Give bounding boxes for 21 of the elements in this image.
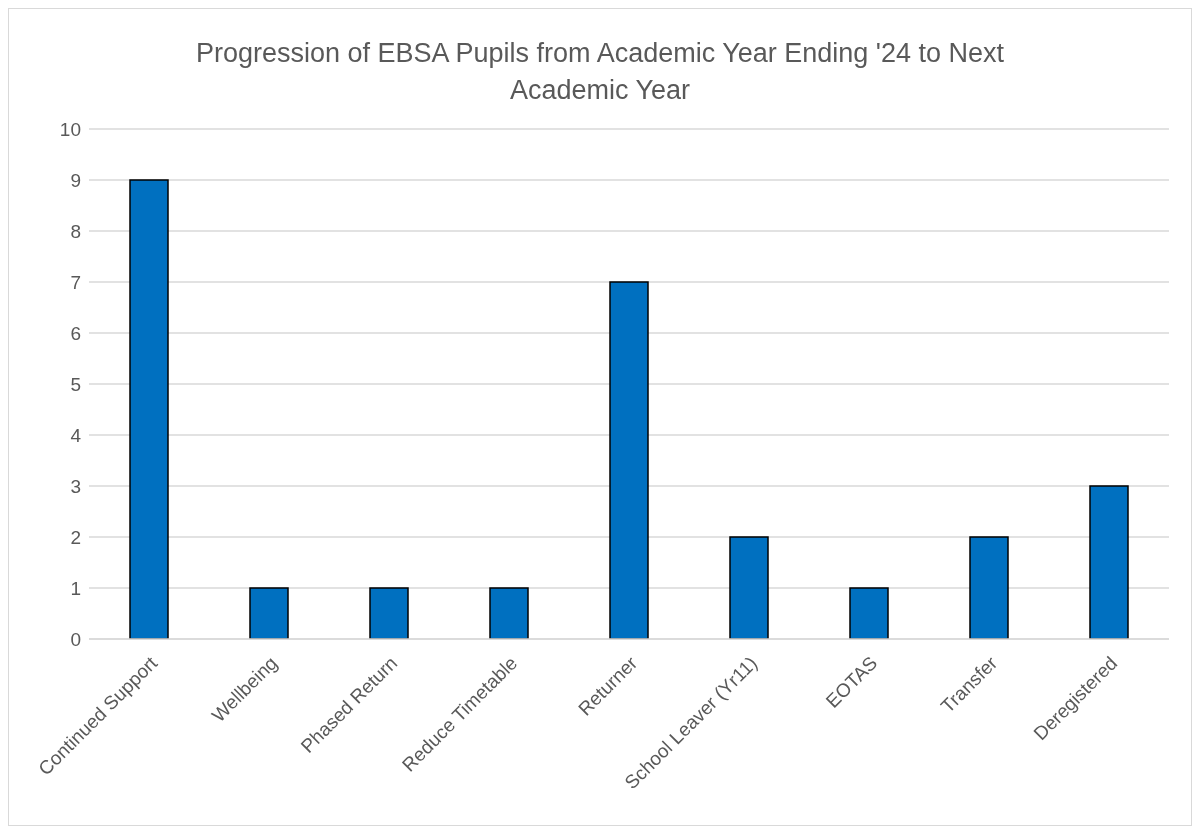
bar: [129, 179, 169, 639]
bar: [729, 536, 769, 639]
y-tick-label: 9: [70, 169, 81, 191]
y-tick-label: 0: [70, 628, 81, 650]
bar: [249, 587, 289, 639]
bar: [969, 536, 1009, 639]
bar: [489, 587, 529, 639]
y-tick-label: 1: [70, 577, 81, 599]
y-tick-label: 8: [70, 220, 81, 242]
y-tick-label: 5: [70, 373, 81, 395]
bar: [849, 587, 889, 639]
bar: [1089, 485, 1129, 639]
y-tick-label: 3: [70, 475, 81, 497]
y-tick-label: 4: [70, 424, 82, 446]
y-tick-label: 7: [70, 271, 81, 293]
bar: [609, 281, 649, 639]
y-tick-label: 2: [70, 526, 81, 548]
y-tick-label: 6: [70, 322, 81, 344]
y-tick-label: 10: [59, 118, 81, 140]
chart-title: Progression of EBSA Pupils from Academic Year Ending '24 to Next Academic Year: [194, 37, 1006, 107]
bar: [369, 587, 409, 639]
